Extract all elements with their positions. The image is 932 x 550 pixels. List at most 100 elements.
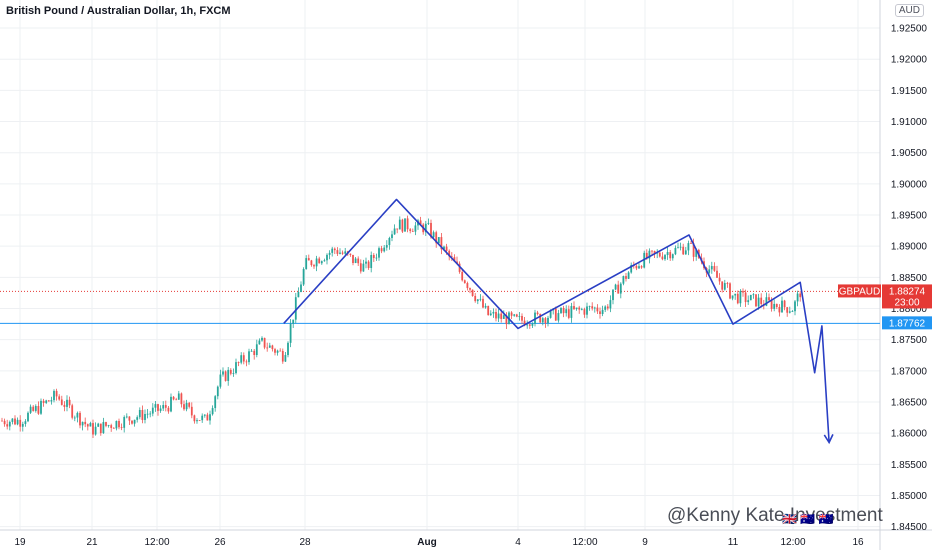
candle-body [281, 350, 284, 362]
candle-body [383, 247, 386, 252]
y-tick-label: 1.88000 [891, 304, 928, 315]
candle-body [744, 292, 747, 303]
candle-body [393, 228, 396, 235]
candle-body [27, 412, 29, 422]
candle-body [73, 417, 76, 419]
candle-body [612, 289, 614, 301]
candle-body [435, 232, 438, 244]
candle-body [365, 261, 367, 264]
y-tick-label: 1.87000 [891, 366, 928, 377]
candle-body [630, 264, 633, 273]
candle-body [50, 400, 53, 402]
candle-body [349, 253, 352, 255]
candle-body [3, 420, 6, 425]
candle-body [739, 291, 742, 304]
candle-body [206, 414, 209, 421]
candle-body [66, 399, 68, 407]
last-price-value: 1.88274 [889, 286, 926, 297]
level-price-tag[interactable] [882, 316, 932, 330]
candle-body [554, 308, 557, 321]
candle-body [500, 313, 503, 319]
candle-body [521, 316, 523, 321]
candle-body [729, 283, 731, 299]
candle-body [445, 246, 448, 251]
currency-badge[interactable]: AUD [894, 4, 924, 17]
candle-body [193, 415, 196, 422]
candle-body [99, 423, 102, 434]
candle-body [791, 311, 794, 312]
last-price-tag[interactable] [882, 284, 932, 309]
candle-body [469, 288, 471, 290]
candle-body [669, 252, 672, 259]
candle-body [591, 306, 594, 309]
candle-body [287, 342, 289, 356]
y-tick-label: 1.86500 [891, 398, 928, 409]
candle-body [175, 399, 178, 401]
candle-body [534, 312, 536, 324]
candle-body [443, 246, 445, 250]
candle-body [266, 347, 269, 349]
candle-body [190, 406, 193, 416]
candle-body [240, 355, 243, 363]
candle-body [526, 324, 529, 326]
x-tick-label: 4 [515, 537, 521, 548]
candle-body [37, 406, 40, 414]
candle-body [531, 323, 534, 326]
candle-body [235, 362, 237, 374]
candle-body [658, 252, 661, 257]
candle-body [601, 309, 604, 315]
candle-body [651, 250, 653, 252]
candle-body [258, 340, 261, 345]
candle-body [710, 266, 713, 270]
projection-pattern-line[interactable] [283, 198, 830, 443]
author-watermark: @Kenny Kate Investment [667, 505, 883, 526]
candle-body [770, 300, 773, 309]
y-tick-label: 1.85000 [891, 491, 928, 502]
candle-body [396, 228, 399, 230]
candle-body [328, 252, 331, 255]
candle-body [253, 350, 256, 356]
candle-body [692, 243, 695, 257]
currency-flags-icon: 🇬🇧 🇦🇺 🇦🇺 [782, 512, 834, 526]
candle-body [162, 405, 165, 409]
symbol-tag[interactable] [838, 284, 881, 298]
candle-body [118, 420, 120, 428]
candle-body [388, 237, 391, 246]
candle-body [305, 258, 308, 270]
candle-body [16, 419, 19, 425]
candle-body [318, 258, 321, 264]
candle-body [29, 406, 32, 413]
candle-body [261, 337, 263, 341]
candle-body [68, 399, 71, 406]
candle-body [583, 309, 586, 315]
candle-body [385, 245, 388, 248]
candle-body [42, 400, 45, 403]
level-price-value: 1.87762 [889, 318, 926, 329]
candle-body [276, 350, 279, 353]
candle-body [216, 386, 219, 397]
candle-body [55, 390, 58, 397]
candle-body [547, 317, 549, 324]
candle-body [596, 307, 599, 312]
candle-body [562, 307, 565, 314]
candle-body [209, 414, 211, 421]
candle-body [723, 283, 726, 290]
candle-body [484, 305, 487, 308]
candle-body [648, 250, 651, 259]
candle-body [666, 252, 669, 256]
candle-body [367, 261, 370, 268]
candle-body [783, 300, 786, 308]
candle-body [380, 248, 383, 252]
candle-body [544, 318, 547, 324]
symbol-tag-label: GBPAUD [839, 286, 881, 297]
candle-body [713, 266, 716, 271]
candle-body [92, 423, 94, 435]
candle-body [645, 252, 648, 259]
candle-body [170, 396, 172, 412]
candle-body [76, 412, 79, 418]
candle-body [604, 306, 607, 310]
candle-body [398, 219, 401, 230]
y-tick-label: 1.88500 [891, 273, 928, 284]
candle-body [40, 400, 42, 414]
